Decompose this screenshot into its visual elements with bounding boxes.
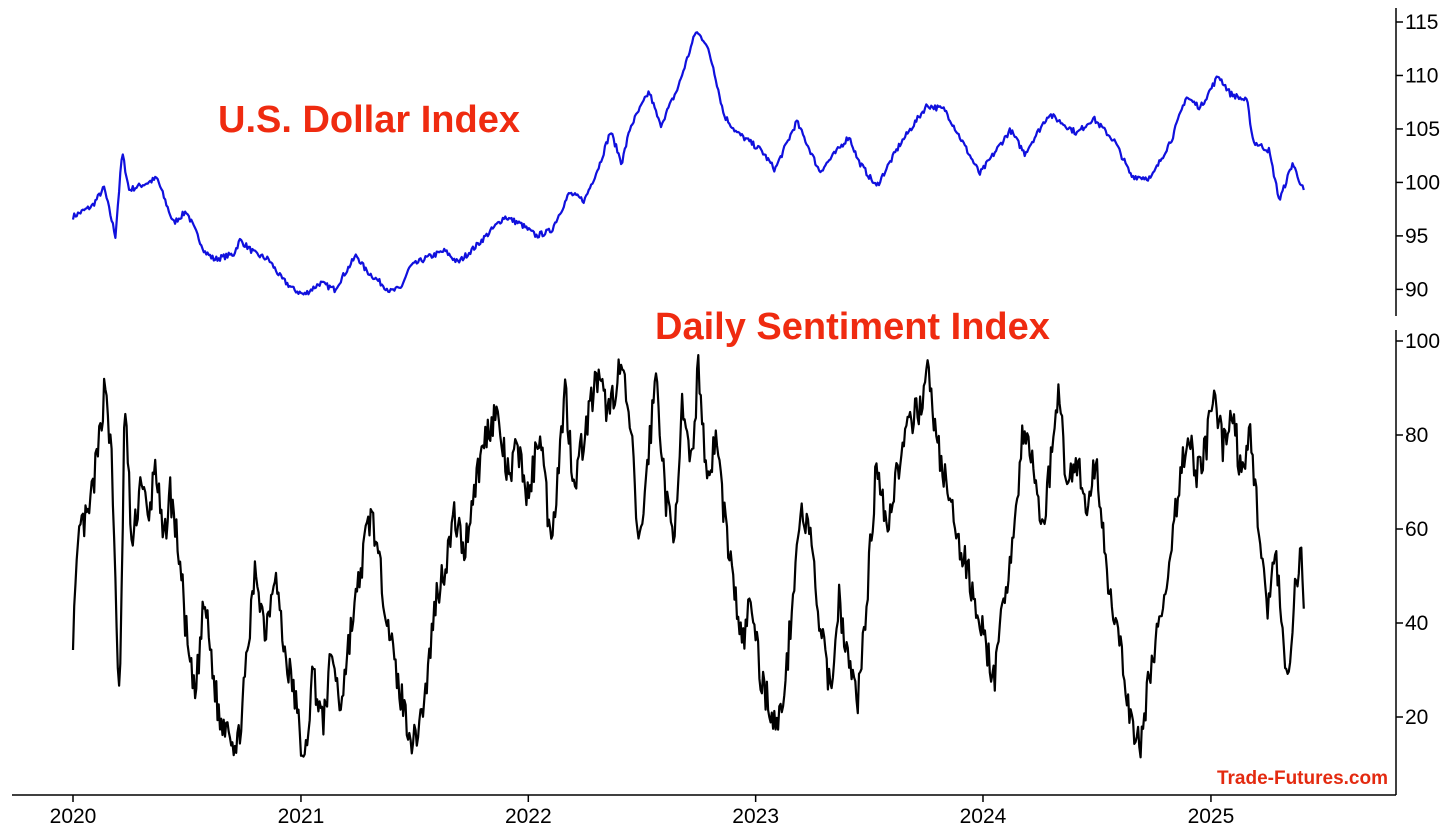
usd-y-tick-label: 105 [1405, 118, 1440, 141]
dsi-series-line [71, 354, 1305, 759]
x-tick-label: 2021 [278, 805, 325, 828]
usd-series-line [71, 31, 1305, 296]
dsi-y-tick-label: 60 [1405, 518, 1428, 541]
usd-y-tick-label: 90 [1405, 278, 1428, 301]
x-tick-label: 2025 [1188, 805, 1235, 828]
dsi-y-tick-label: 100 [1405, 330, 1440, 353]
x-axis: 2020 2021 2022 2023 2024 2025 [12, 794, 1396, 828]
watermark-text: Trade-Futures.com [1217, 768, 1388, 789]
dsi-y-tick-label: 20 [1405, 706, 1428, 729]
usd-y-tick-label: 95 [1405, 225, 1428, 248]
usd-y-tick-label: 115 [1405, 11, 1438, 34]
usd-y-tick-label: 110 [1405, 64, 1438, 87]
x-tick-label: 2024 [960, 805, 1007, 828]
x-ticks: 2020 2021 2022 2023 2024 2025 [50, 795, 1235, 828]
usd-title: U.S. Dollar Index [218, 99, 520, 141]
dsi-panel: 20 40 60 80 100 Daily Sentiment Index [71, 306, 1440, 795]
x-tick-label: 2020 [50, 805, 97, 828]
x-tick-label: 2022 [505, 805, 552, 828]
usd-y-ticks: 90 95 100 105 110 115 [1396, 11, 1440, 301]
dsi-y-tick-label: 80 [1405, 424, 1428, 447]
usd-panel: 90 95 100 105 110 115 U.S. Dollar Index [71, 8, 1440, 316]
dsi-y-tick-label: 40 [1405, 612, 1428, 635]
dsi-title: Daily Sentiment Index [655, 306, 1050, 348]
usd-y-tick-label: 100 [1405, 171, 1440, 194]
dsi-y-ticks: 20 40 60 80 100 [1396, 330, 1440, 729]
x-tick-label: 2023 [732, 805, 779, 828]
